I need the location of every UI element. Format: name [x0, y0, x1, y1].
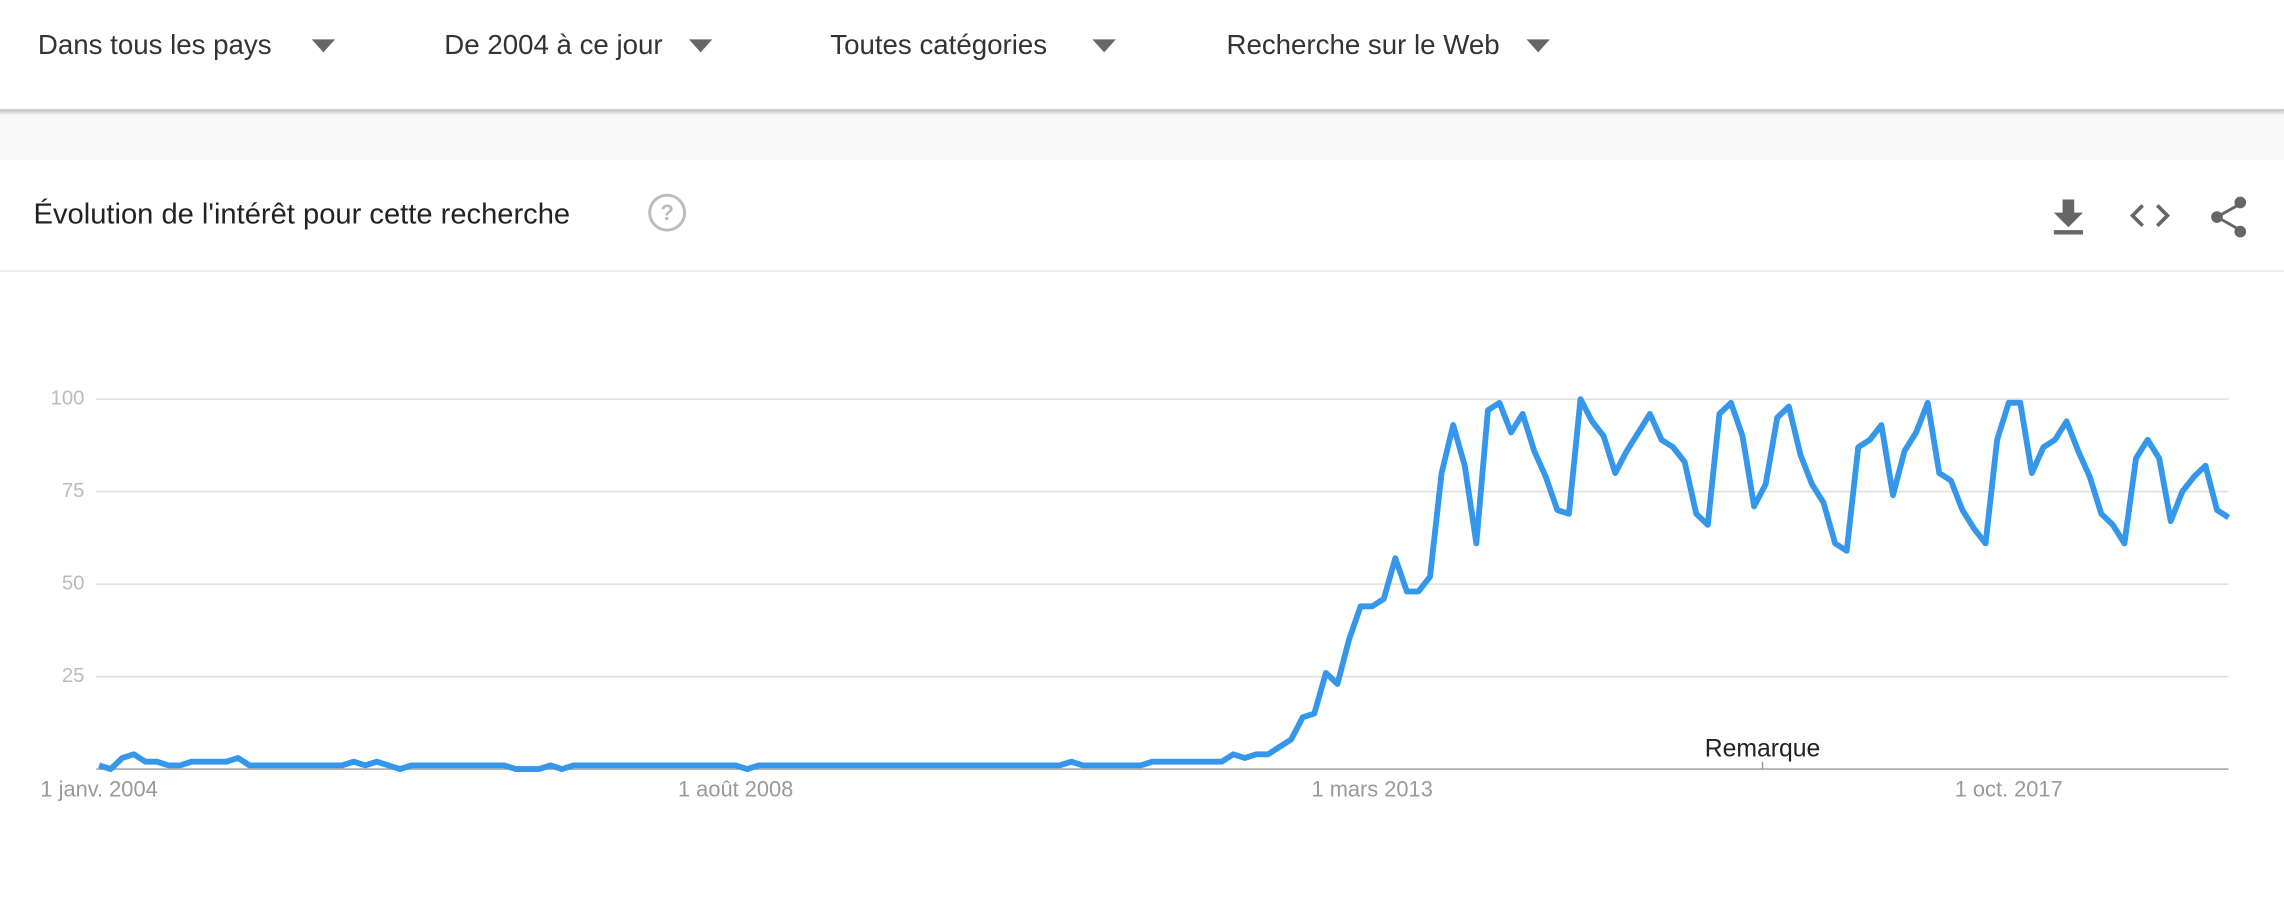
filter-search-type[interactable]: Recherche sur le Web — [1226, 29, 1499, 60]
x-tick-label: 1 janv. 2004 — [40, 777, 157, 802]
help-glyph[interactable]: ? — [660, 200, 673, 225]
help-circle[interactable] — [648, 193, 687, 232]
share-icon[interactable] — [2211, 196, 2247, 238]
embed-right[interactable] — [2155, 204, 2171, 228]
filter-country[interactable]: Dans tous les pays — [38, 29, 272, 60]
panel — [0, 160, 2284, 906]
filter-category[interactable]: Toutes catégories — [830, 29, 1047, 60]
dropdown-arrow[interactable] — [1526, 39, 1550, 53]
filter-bar — [0, 0, 2284, 110]
dropdown-arrow[interactable] — [311, 39, 336, 53]
separator-band — [0, 109, 2284, 161]
help-icon[interactable]: ? — [648, 193, 687, 232]
filter-period[interactable]: De 2004 à ce jour — [444, 29, 662, 60]
embed-left[interactable] — [2129, 204, 2144, 228]
download-arrow[interactable] — [2053, 199, 2083, 228]
dropdown-arrow[interactable] — [689, 39, 713, 53]
plot: 25 50 75 100 1 janv. 2004 1 août 2008 1 mars 2… — [40, 387, 2231, 802]
download-base[interactable] — [2053, 230, 2083, 235]
x-tick-label: 1 mars 2013 — [1312, 777, 1433, 802]
y-tick-label: 100 — [51, 387, 85, 409]
annotation-label: Remarque — [1705, 736, 1821, 763]
y-tick-label: 25 — [62, 665, 85, 687]
y-tick-label: 75 — [62, 480, 85, 502]
x-tick-label: 1 août 2008 — [678, 777, 793, 802]
panel-title: Évolution de l'intérêt pour cette recher… — [34, 197, 571, 230]
x-tick-label: 1 oct. 2017 — [1955, 777, 2063, 802]
share-node[interactable] — [2211, 211, 2223, 223]
trend-line — [98, 396, 2231, 772]
bar-shadow — [0, 109, 2284, 116]
share-node[interactable] — [2234, 225, 2247, 238]
embed-icon[interactable] — [2129, 204, 2171, 228]
share-node[interactable] — [2234, 196, 2247, 209]
y-tick-label: 50 — [62, 572, 85, 594]
dropdown-arrow[interactable] — [1092, 39, 1116, 53]
download-icon[interactable] — [2053, 199, 2083, 235]
